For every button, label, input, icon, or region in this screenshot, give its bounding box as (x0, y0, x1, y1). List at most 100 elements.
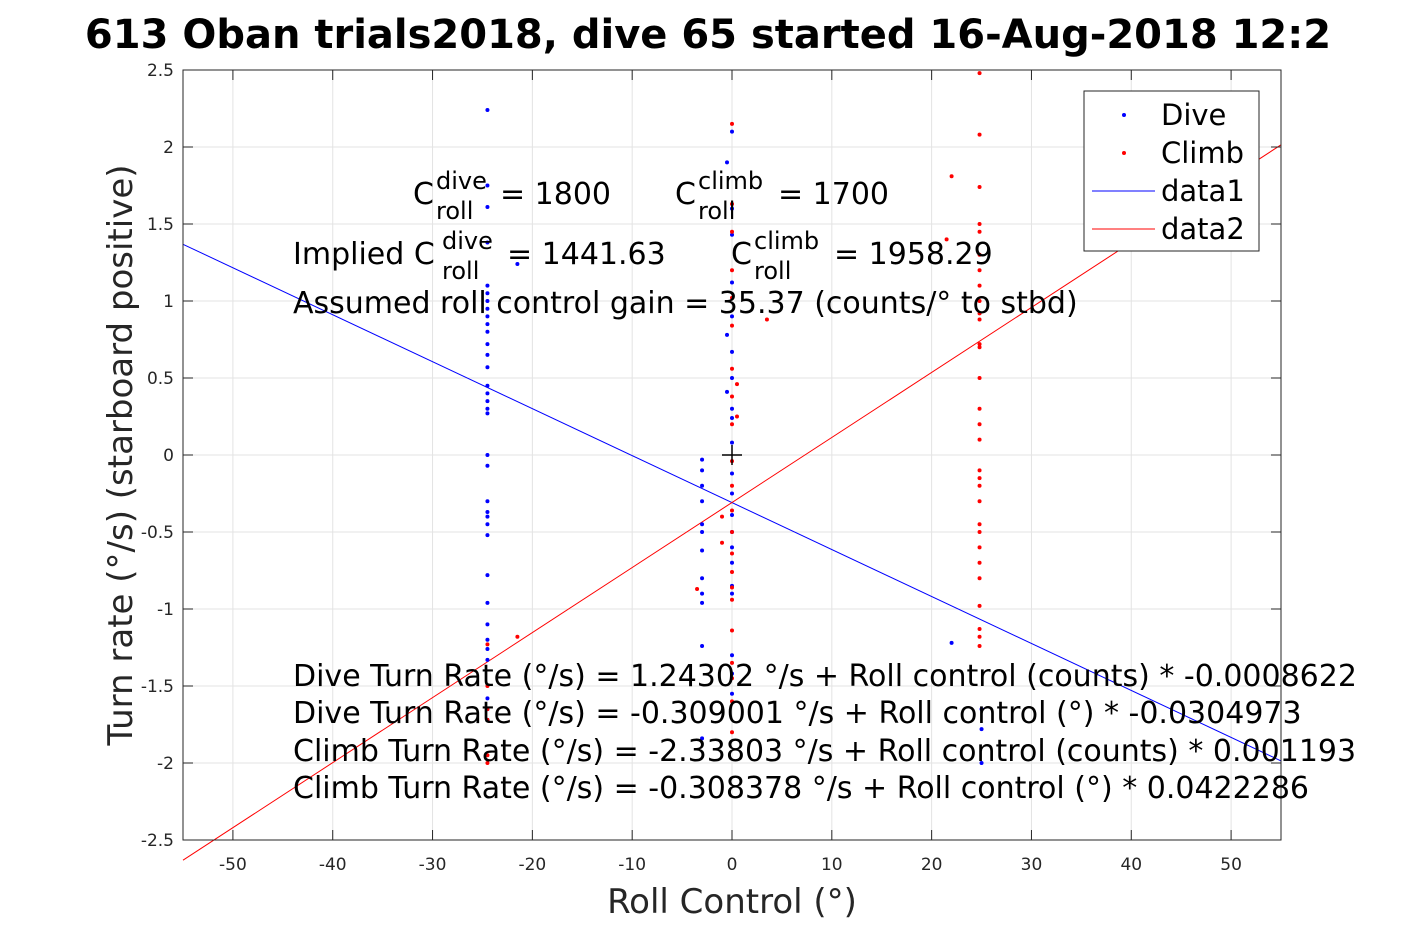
point-climb (730, 730, 734, 735)
point-dive (730, 206, 734, 211)
point-dive (485, 573, 490, 578)
point-dive (730, 691, 734, 696)
point-climb (977, 268, 982, 273)
point-dive (730, 232, 734, 237)
point-climb (485, 684, 490, 688)
x-axis-label: Roll Control (°) (607, 882, 857, 922)
point-climb (764, 317, 769, 322)
point-dive (730, 440, 734, 445)
x-tick-label: 20 (921, 855, 943, 875)
point-climb (977, 222, 982, 226)
implied-climb-annotation: C climb roll = 1958.29 (731, 227, 993, 285)
c-roll-dive-base: C (413, 177, 434, 212)
point-climb (977, 132, 982, 137)
legend-box (1083, 90, 1260, 252)
point-climb (485, 707, 490, 712)
point-dive (700, 736, 705, 741)
point-dive (730, 513, 734, 518)
point-climb (977, 345, 982, 350)
x-tick-label: 40 (1120, 855, 1142, 875)
point-dive (485, 522, 490, 527)
point-climb (977, 476, 982, 481)
point-climb (730, 323, 734, 328)
implied-climb-value: = 1958.29 (834, 237, 993, 272)
point-dive (485, 499, 490, 504)
c-roll-dive-sub: roll (436, 197, 473, 225)
point-climb (977, 422, 982, 427)
point-climb (977, 317, 982, 322)
y-tick-label: -2 (157, 754, 174, 774)
point-dive (700, 522, 705, 527)
c-roll-climb-annotation: C climb roll = 1700 (675, 167, 889, 225)
x-tick-label: 10 (821, 855, 843, 875)
c-roll-climb-base: C (675, 177, 696, 212)
point-dive (730, 653, 734, 658)
legend-label-data1: data1 (1161, 174, 1245, 208)
x-tick-label: 0 (727, 855, 738, 875)
x-tick-label: -50 (219, 855, 247, 875)
fit-equation-dive-counts: Dive Turn Rate (°/s) = 1.24302 °/s + Rol… (293, 659, 1357, 694)
point-climb (977, 634, 982, 639)
point-climb (485, 717, 490, 722)
point-climb (734, 382, 739, 387)
point-climb (977, 576, 982, 581)
point-climb (730, 201, 734, 206)
point-dive (730, 406, 734, 411)
implied-dive-prefix: Implied C (293, 237, 435, 272)
point-dive (979, 707, 984, 712)
point-climb (977, 71, 982, 76)
y-tick-label: -2.5 (141, 831, 174, 851)
point-dive (485, 637, 490, 642)
point-dive (485, 291, 490, 296)
point-dive (730, 471, 734, 476)
point-climb (944, 237, 949, 242)
point-climb (977, 437, 982, 442)
point-dive (730, 671, 734, 676)
point-dive (485, 283, 490, 288)
point-dive (700, 483, 705, 488)
point-dive (485, 322, 490, 327)
point-climb (730, 508, 734, 513)
point-dive (730, 376, 734, 380)
point-climb (977, 627, 982, 632)
point-dive (485, 299, 490, 303)
c-roll-dive-sup: dive (436, 167, 487, 195)
point-climb (730, 422, 734, 427)
point-dive (730, 280, 734, 285)
point-dive (979, 761, 984, 765)
point-dive (485, 509, 490, 514)
fit-equation-climb-counts: Climb Turn Rate (°/s) = -2.33803 °/s + R… (293, 734, 1356, 769)
c-roll-climb-sub: roll (698, 197, 735, 225)
point-dive (485, 205, 490, 210)
point-climb (977, 530, 982, 534)
point-dive (700, 468, 705, 473)
point-climb (730, 597, 734, 602)
point-climb (730, 628, 734, 633)
point-climb (734, 414, 739, 419)
fit-line-data2 (182, 144, 1282, 861)
point-dive (485, 306, 490, 311)
point-climb (977, 545, 982, 550)
point-climb (485, 642, 490, 647)
point-climb (730, 660, 734, 665)
point-climb (977, 299, 982, 303)
point-climb (485, 753, 490, 758)
point-dive (485, 329, 490, 334)
point-dive (730, 129, 734, 134)
point-dive (730, 591, 734, 596)
x-tick-label: -40 (319, 855, 347, 875)
legend-label-climb: Climb (1161, 136, 1244, 170)
c-roll-dive-annotation: C dive roll = 1800 (413, 167, 611, 225)
y-ticks: -2.5 -2 -1.5 -1 -0.5 0 0.5 1 1.5 2 2.5 (141, 61, 1281, 851)
point-dive (730, 416, 734, 421)
point-dive (485, 240, 490, 245)
point-dive (485, 406, 490, 411)
point-dive (700, 499, 705, 504)
legend-marker-climb (1122, 151, 1126, 155)
point-climb (515, 634, 520, 639)
y-tick-label: 0.5 (147, 369, 174, 389)
point-climb (730, 366, 734, 371)
point-dive (730, 545, 734, 550)
point-dive (485, 622, 490, 627)
c-roll-dive-value: = 1800 (500, 177, 611, 212)
